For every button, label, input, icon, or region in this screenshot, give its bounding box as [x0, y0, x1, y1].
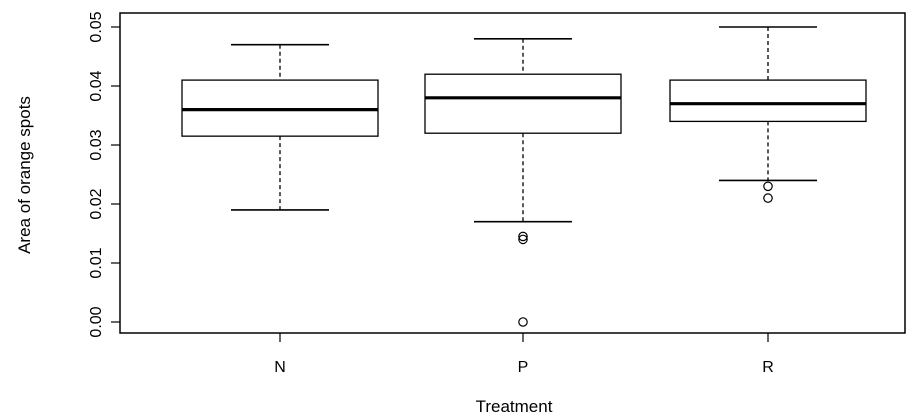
boxes	[181, 26, 867, 327]
outlier-point	[518, 317, 528, 327]
x-tick-label: R	[762, 359, 774, 376]
box-N	[181, 43, 379, 211]
y-tick-label: 0.03	[88, 129, 105, 160]
y-tick-label: 0.05	[88, 11, 105, 42]
outlier-point	[763, 181, 773, 192]
y-tick-label: 0.02	[88, 188, 105, 219]
box-R	[669, 26, 867, 203]
iqr-box	[669, 79, 867, 123]
outlier-point	[518, 231, 528, 242]
x-tick-label: N	[274, 359, 286, 376]
outlier-point	[518, 234, 528, 245]
x-axis-title: Treatment	[476, 397, 553, 416]
y-axis: 0.00 0.01 0.02 0.03 0.04 0.05	[88, 11, 120, 338]
y-tick-label: 0.04	[88, 70, 105, 101]
iqr-box	[424, 73, 622, 134]
y-tick-label: 0.00	[88, 306, 105, 337]
plot-frame	[119, 12, 906, 334]
x-tick-label: P	[518, 359, 529, 376]
outlier-point	[763, 193, 773, 203]
y-axis-title: Area of orange spots	[15, 96, 34, 254]
y-tick-label: 0.01	[88, 247, 105, 278]
box-P	[424, 37, 622, 327]
